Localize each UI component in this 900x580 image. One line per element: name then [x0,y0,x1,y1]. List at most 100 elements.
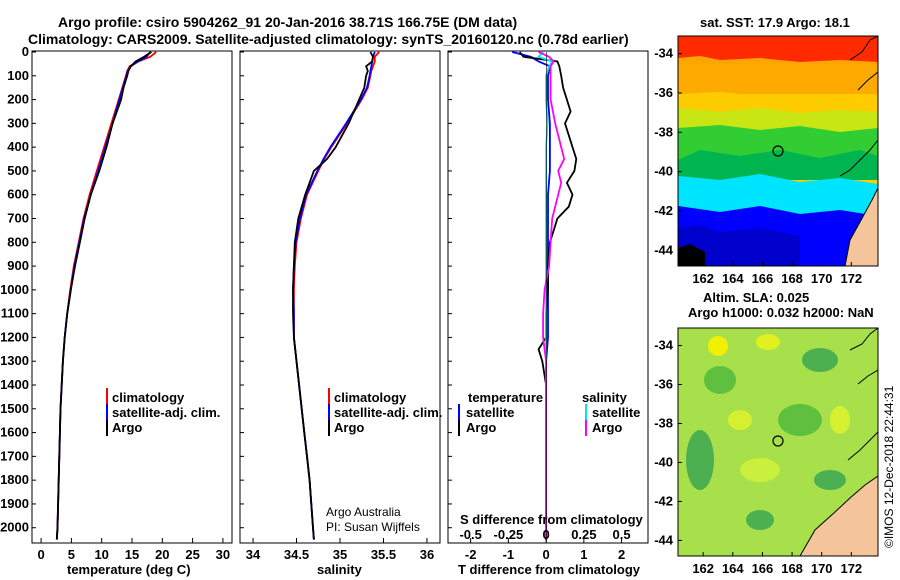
x-tick-label: 0 [542,547,549,562]
map-y-tick-label: -42 [654,203,673,218]
credit-line2: PI: Susan Wijffels [326,520,420,534]
series-line-climatology [292,51,380,540]
legend-climatology: climatology [112,390,185,405]
depth-tick-label: 400 [7,139,29,154]
difference-x-ticks: -2 -1 0 1 2 [465,538,625,562]
map-x-tick-label: 162 [692,271,714,286]
map-x-tick-label: 172 [840,561,862,576]
map-x-tick-label: 172 [840,271,862,286]
temperature-x-ticks: 0 5 10 15 20 25 30 [37,538,230,562]
map-y-tick-label: -42 [654,493,673,508]
map-y-tick-label: -34 [654,46,674,61]
x2-tick-label: -0.25 [494,527,524,542]
x-tick-label: 2 [618,547,625,562]
depth-tick-label: 1900 [0,496,29,511]
map-x-tick-label: 168 [781,271,803,286]
series-line-climatology [55,51,157,540]
depth-tick-label: 1300 [0,353,29,368]
map-y-tick-label: -38 [654,415,673,430]
series-line-argo [292,51,374,540]
x-tick-label: -1 [503,547,515,562]
temperature-axis-label: temperature (deg C) [67,562,191,577]
argo-location-marker [772,145,784,157]
map-y-tick-label: -40 [654,164,673,179]
x-tick-label: 20 [155,547,169,562]
depth-tick-label: 1000 [0,282,29,297]
t-difference-axis-label: T difference from climatology [458,562,641,577]
depth-tick-label: 1800 [0,472,29,487]
legend-t-argo: Argo [466,420,496,435]
map-x-tick-label: 170 [811,271,833,286]
depth-tick-label: 1100 [1,306,29,321]
depth-tick-label: 700 [7,211,29,226]
series-line-satellite-adj-clim- [292,51,376,540]
x2-tick-label: -0.5 [459,527,481,542]
x-tick-label: 30 [216,547,230,562]
legend-s-argo: Argo [592,420,622,435]
x-tick-label: 10 [94,547,108,562]
credit-line1: Argo Australia [326,505,401,519]
series-line-argo [55,51,152,540]
map-x-tick-label: 164 [722,561,744,576]
map-x-tick-label: 170 [811,561,833,576]
salinity-legend: climatology satellite-adj. clim. Argo [328,388,442,436]
x-tick-label: 5 [68,547,75,562]
salinity-series [292,51,380,540]
salinity-difference-ticks: -0.5 -0.25 0 0.25 0.5 [459,527,630,542]
map-y-tick-label: -38 [654,124,673,139]
temperature-panel [31,50,233,544]
x-tick-label: 34.5 [284,547,309,562]
map-y-tick-label: -40 [654,454,673,469]
temperature-legend: climatology satellite-adj. clim. Argo [106,388,220,436]
legend-temperature-heading: temperature [468,390,543,405]
x2-tick-label: 0 [542,527,549,542]
sst-map-title: sat. SST: 17.9 Argo: 18.1 [700,15,850,30]
map-x-tick-label: 164 [722,271,744,286]
depth-tick-label: 600 [7,187,29,202]
map-y-tick-label: -36 [654,377,673,392]
depth-tick-label: 1200 [0,329,29,344]
sla-x-ticks: 162 164 166 168 170 172 [692,552,862,576]
s-difference-axis-label: S difference from climatology [460,512,644,527]
sla-y-ticks: -34 -36 -38 -40 -42 -44 [654,338,682,547]
figure-title-line1: Argo profile: csiro 5904262_91 20-Jan-20… [58,14,517,30]
legend-t-satellite: satellite [466,405,514,420]
legend-argo: Argo [112,420,142,435]
x-tick-label: 1 [580,547,587,562]
map-y-tick-label: -34 [654,338,674,353]
depth-tick-label: 300 [7,115,29,130]
map-x-tick-label: 166 [752,561,774,576]
depth-tick-label: 100 [7,68,29,83]
sst-y-ticks: -34 -36 -38 -40 -42 -44 [654,46,682,257]
map-y-tick-label: -36 [654,85,673,100]
map-x-tick-label: 168 [781,561,803,576]
depth-tick-label: 0 [22,44,29,59]
temperature-series [55,51,157,540]
x-tick-label: 25 [185,547,199,562]
map-x-tick-label: 162 [692,561,714,576]
argo-location-marker [772,435,784,447]
sst-map [678,36,878,266]
x-tick-label: 36 [420,547,434,562]
depth-tick-label: 1600 [0,425,29,440]
x-tick-label: 35 [333,547,347,562]
map-x-tick-label: 166 [752,271,774,286]
legend-s-satellite: satellite [592,405,640,420]
legend-satellite: satellite-adj. clim. [112,405,220,420]
depth-axis: 0 100 200 300 400 500 600 700 800 900 1000 1100 1200… [0,44,452,535]
figure-title-line2: Climatology: CARS2009. Satellite-adjuste… [28,31,629,47]
series-line-salinity-argo [538,51,566,540]
imos-watermark: ©IMOS 12-Dec-2018 22:44:31 [882,385,896,548]
x2-tick-label: 0.5 [613,527,631,542]
x-tick-label: 34 [246,547,261,562]
sla-map-frame [677,327,879,557]
legend-satellite: satellite-adj. clim. [334,405,442,420]
depth-tick-label: 800 [7,234,29,249]
legend-salinity-heading: salinity [582,390,628,405]
depth-tick-label: 1500 [0,401,29,416]
sst-x-ticks: 162 164 166 168 170 172 [692,262,862,286]
sla-map-title-line1: Altim. SLA: 0.025 [703,290,809,305]
salinity-axis-label: salinity [317,562,363,577]
sst-map-frame [677,35,879,267]
